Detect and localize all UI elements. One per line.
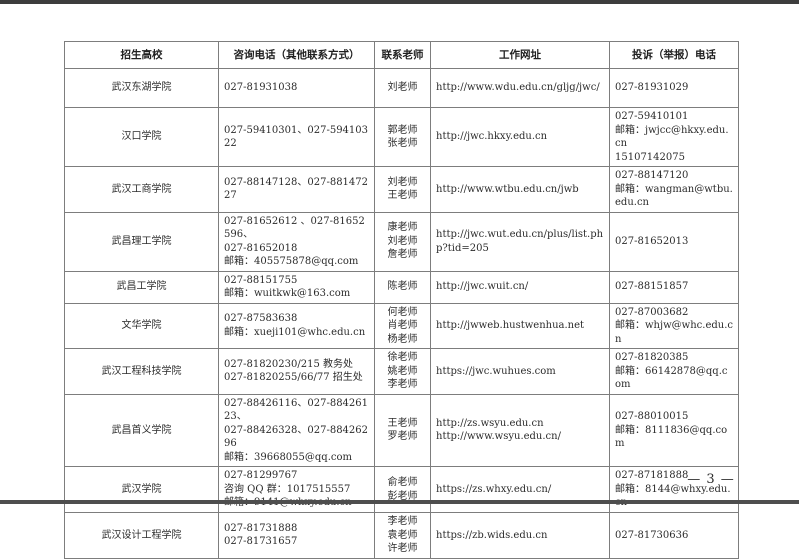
cell-school: 武昌理工学院	[64, 211, 219, 272]
cell-school: 武汉工程科技学院	[64, 348, 219, 395]
cell-teachers: 俞老师 彭老师	[374, 466, 431, 513]
header-url: 工作网址	[430, 41, 610, 69]
cell-complaint: 027-88010015 邮箱：8111836@qq.com	[609, 393, 739, 467]
cell-teachers: 徐老师 姚老师 李老师	[374, 348, 431, 395]
cell-teachers: 陈老师	[374, 270, 431, 304]
cell-phone: 027-81731888 027-81731657	[218, 512, 375, 559]
cell-phone: 027-88151755 邮箱：wuitkwk@163.com	[218, 270, 375, 304]
cell-phone: 027-81299767 咨询 QQ 群：1017515557 邮箱：9141@…	[218, 466, 375, 513]
cell-teachers: 李老师 袁老师 许老师	[374, 512, 431, 559]
header-phone: 咨询电话（其他联系方式）	[218, 41, 375, 69]
page-top-edge	[0, 0, 799, 4]
cell-complaint: 027-87003682 邮箱：whjw@whc.edu.cn	[609, 302, 739, 349]
cell-url: http://jwc.hkxy.edu.cn	[430, 107, 610, 167]
cell-school: 武汉工商学院	[64, 166, 219, 213]
header-teachers: 联系老师	[374, 41, 431, 69]
cell-complaint: 027-81931029	[609, 68, 739, 108]
cell-school: 文华学院	[64, 302, 219, 349]
cell-phone: 027-81820230/215 教务处 027-81820255/66/77 …	[218, 348, 375, 395]
cell-url: http://jwc.wut.edu.cn/plus/list.php?tid=…	[430, 211, 610, 272]
table-row: 武汉设计工程学院 027-81731888 027-81731657 李老师 袁…	[64, 512, 739, 559]
cell-teachers: 郭老师 张老师	[374, 107, 431, 167]
cell-url: http://jwc.wuit.cn/	[430, 270, 610, 304]
cell-school: 武汉学院	[64, 466, 219, 513]
cell-complaint: 027-88147120 邮箱：wangman@wtbu.edu.cn	[609, 166, 739, 213]
header-school: 招生高校	[64, 41, 219, 69]
cell-school: 武昌首义学院	[64, 393, 219, 467]
cell-teachers: 何老师 肖老师 杨老师	[374, 302, 431, 349]
cell-complaint: 027-59410101 邮箱：jwjcc@hkxy.edu.cn 151071…	[609, 107, 739, 167]
page-bottom-edge	[0, 500, 799, 504]
cell-complaint: 027-81730636	[609, 512, 739, 559]
cell-phone: 027-81652612 、027-81652596、 027-81652018…	[218, 211, 375, 272]
cell-teachers: 康老师 刘老师 詹老师	[374, 211, 431, 272]
table-row: 武昌工学院 027-88151755 邮箱：wuitkwk@163.com 陈老…	[64, 270, 739, 304]
cell-url: https://jwc.wuhues.com	[430, 348, 610, 395]
cell-url: http://www.wtbu.edu.cn/jwb	[430, 166, 610, 213]
table-row: 武汉工程科技学院 027-81820230/215 教务处 027-818202…	[64, 348, 739, 395]
cell-url: http://jwweb.hustwenhua.net	[430, 302, 610, 349]
header-row: 招生高校 咨询电话（其他联系方式） 联系老师 工作网址 投诉（举报）电话	[64, 41, 739, 69]
cell-school: 武昌工学院	[64, 270, 219, 304]
cell-phone: 027-81931038	[218, 68, 375, 108]
cell-complaint: 027-88151857	[609, 270, 739, 304]
table-row: 文华学院 027-87583638 邮箱：xueji101@whc.edu.cn…	[64, 302, 739, 349]
cell-complaint: 027-81820385 邮箱：66142878@qq.com	[609, 348, 739, 395]
page-number: — 3 —	[687, 472, 735, 487]
cell-teachers: 刘老师	[374, 68, 431, 108]
cell-teachers: 刘老师 王老师	[374, 166, 431, 213]
cell-phone: 027-88147128、027-88147227	[218, 166, 375, 213]
cell-school: 汉口学院	[64, 107, 219, 167]
cell-phone: 027-88426116、027-88426123、 027-88426328、…	[218, 393, 375, 467]
header-complaint: 投诉（举报）电话	[609, 41, 739, 69]
cell-phone: 027-59410301、027-59410322	[218, 107, 375, 167]
cell-school: 武汉设计工程学院	[64, 512, 219, 559]
table-row: 汉口学院 027-59410301、027-59410322 郭老师 张老师 h…	[64, 107, 739, 167]
cell-complaint: 027-81652013	[609, 211, 739, 272]
table-row: 武昌首义学院 027-88426116、027-88426123、 027-88…	[64, 393, 739, 467]
table-row: 武汉工商学院 027-88147128、027-88147227 刘老师 王老师…	[64, 166, 739, 213]
table-row: 武昌理工学院 027-81652612 、027-81652596、 027-8…	[64, 211, 739, 272]
cell-teachers: 王老师 罗老师	[374, 393, 431, 467]
table-row: 武汉学院 027-81299767 咨询 QQ 群：1017515557 邮箱：…	[64, 466, 739, 513]
cell-url: http://zs.wsyu.edu.cn http://www.wsyu.ed…	[430, 393, 610, 467]
admissions-contact-table: 招生高校 咨询电话（其他联系方式） 联系老师 工作网址 投诉（举报）电话 武汉东…	[64, 41, 739, 559]
cell-url: https://zb.wids.edu.cn	[430, 512, 610, 559]
cell-url: http://www.wdu.edu.cn/gljg/jwc/	[430, 68, 610, 108]
cell-phone: 027-87583638 邮箱：xueji101@whc.edu.cn	[218, 302, 375, 349]
cell-url: https://zs.whxy.edu.cn/	[430, 466, 610, 513]
cell-school: 武汉东湖学院	[64, 68, 219, 108]
table-row: 武汉东湖学院 027-81931038 刘老师 http://www.wdu.e…	[64, 68, 739, 108]
